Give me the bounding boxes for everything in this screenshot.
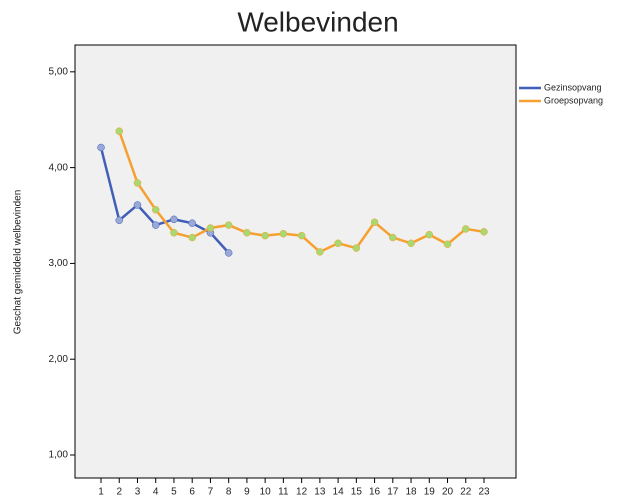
x-tick-label: 14 [333,487,345,498]
point [97,143,105,152]
point [462,225,470,233]
point [352,244,361,252]
point [224,221,233,229]
x-tick-label: 12 [296,487,308,498]
point [370,218,379,226]
y-tick-label: 2,00 [49,354,69,365]
point [443,240,452,249]
point [389,233,397,242]
x-tick-label: 13 [314,487,326,498]
point [316,248,324,256]
x-tick-label: 1 [98,487,104,498]
x-tick-label: 8 [226,487,232,498]
point [188,219,196,227]
point [115,216,123,225]
x-tick-label: 23 [478,487,490,498]
point [206,224,215,232]
point [279,229,288,238]
x-tick-label: 5 [171,487,177,498]
x-tick-label: 15 [351,487,363,498]
x-tick-label: 18 [405,487,417,498]
point [115,127,123,135]
point [297,231,306,240]
point [261,231,269,240]
point [224,249,233,257]
point [480,228,488,236]
x-tick-label: 16 [369,487,381,498]
legend-label: Groepsopvang [544,95,603,105]
y-tick-label: 4,00 [49,162,69,173]
point [151,206,160,214]
y-tick-label: 1,00 [49,450,69,461]
point [188,233,196,242]
point [133,201,142,209]
x-tick-label: 2 [116,487,122,498]
x-tick-label: 10 [260,487,272,498]
x-tick-label: 19 [424,487,436,498]
chart-title: Welbevinden [237,6,398,37]
y-axis-label: Geschat gemiddeld welbevinden [13,190,24,335]
x-tick-label: 17 [387,487,399,498]
x-tick-label: 7 [208,487,214,498]
x-tick-label: 4 [153,487,159,498]
point [334,239,342,248]
x-tick-label: 9 [244,487,250,498]
x-tick-label: 6 [189,487,195,498]
point [151,221,160,229]
legend-label: Gezinsopvang [544,82,602,92]
x-tick-label: 20 [442,487,454,498]
point [133,179,142,187]
x-tick-label: 3 [135,487,141,498]
point [407,239,415,248]
x-tick-label: 22 [460,487,472,498]
point [170,229,178,237]
point [425,230,434,239]
point [243,229,251,237]
y-tick-label: 3,00 [49,258,69,269]
plot-area [74,44,517,479]
x-tick-label: 11 [278,487,289,498]
y-tick-label: 5,00 [49,66,69,77]
point [170,215,178,224]
